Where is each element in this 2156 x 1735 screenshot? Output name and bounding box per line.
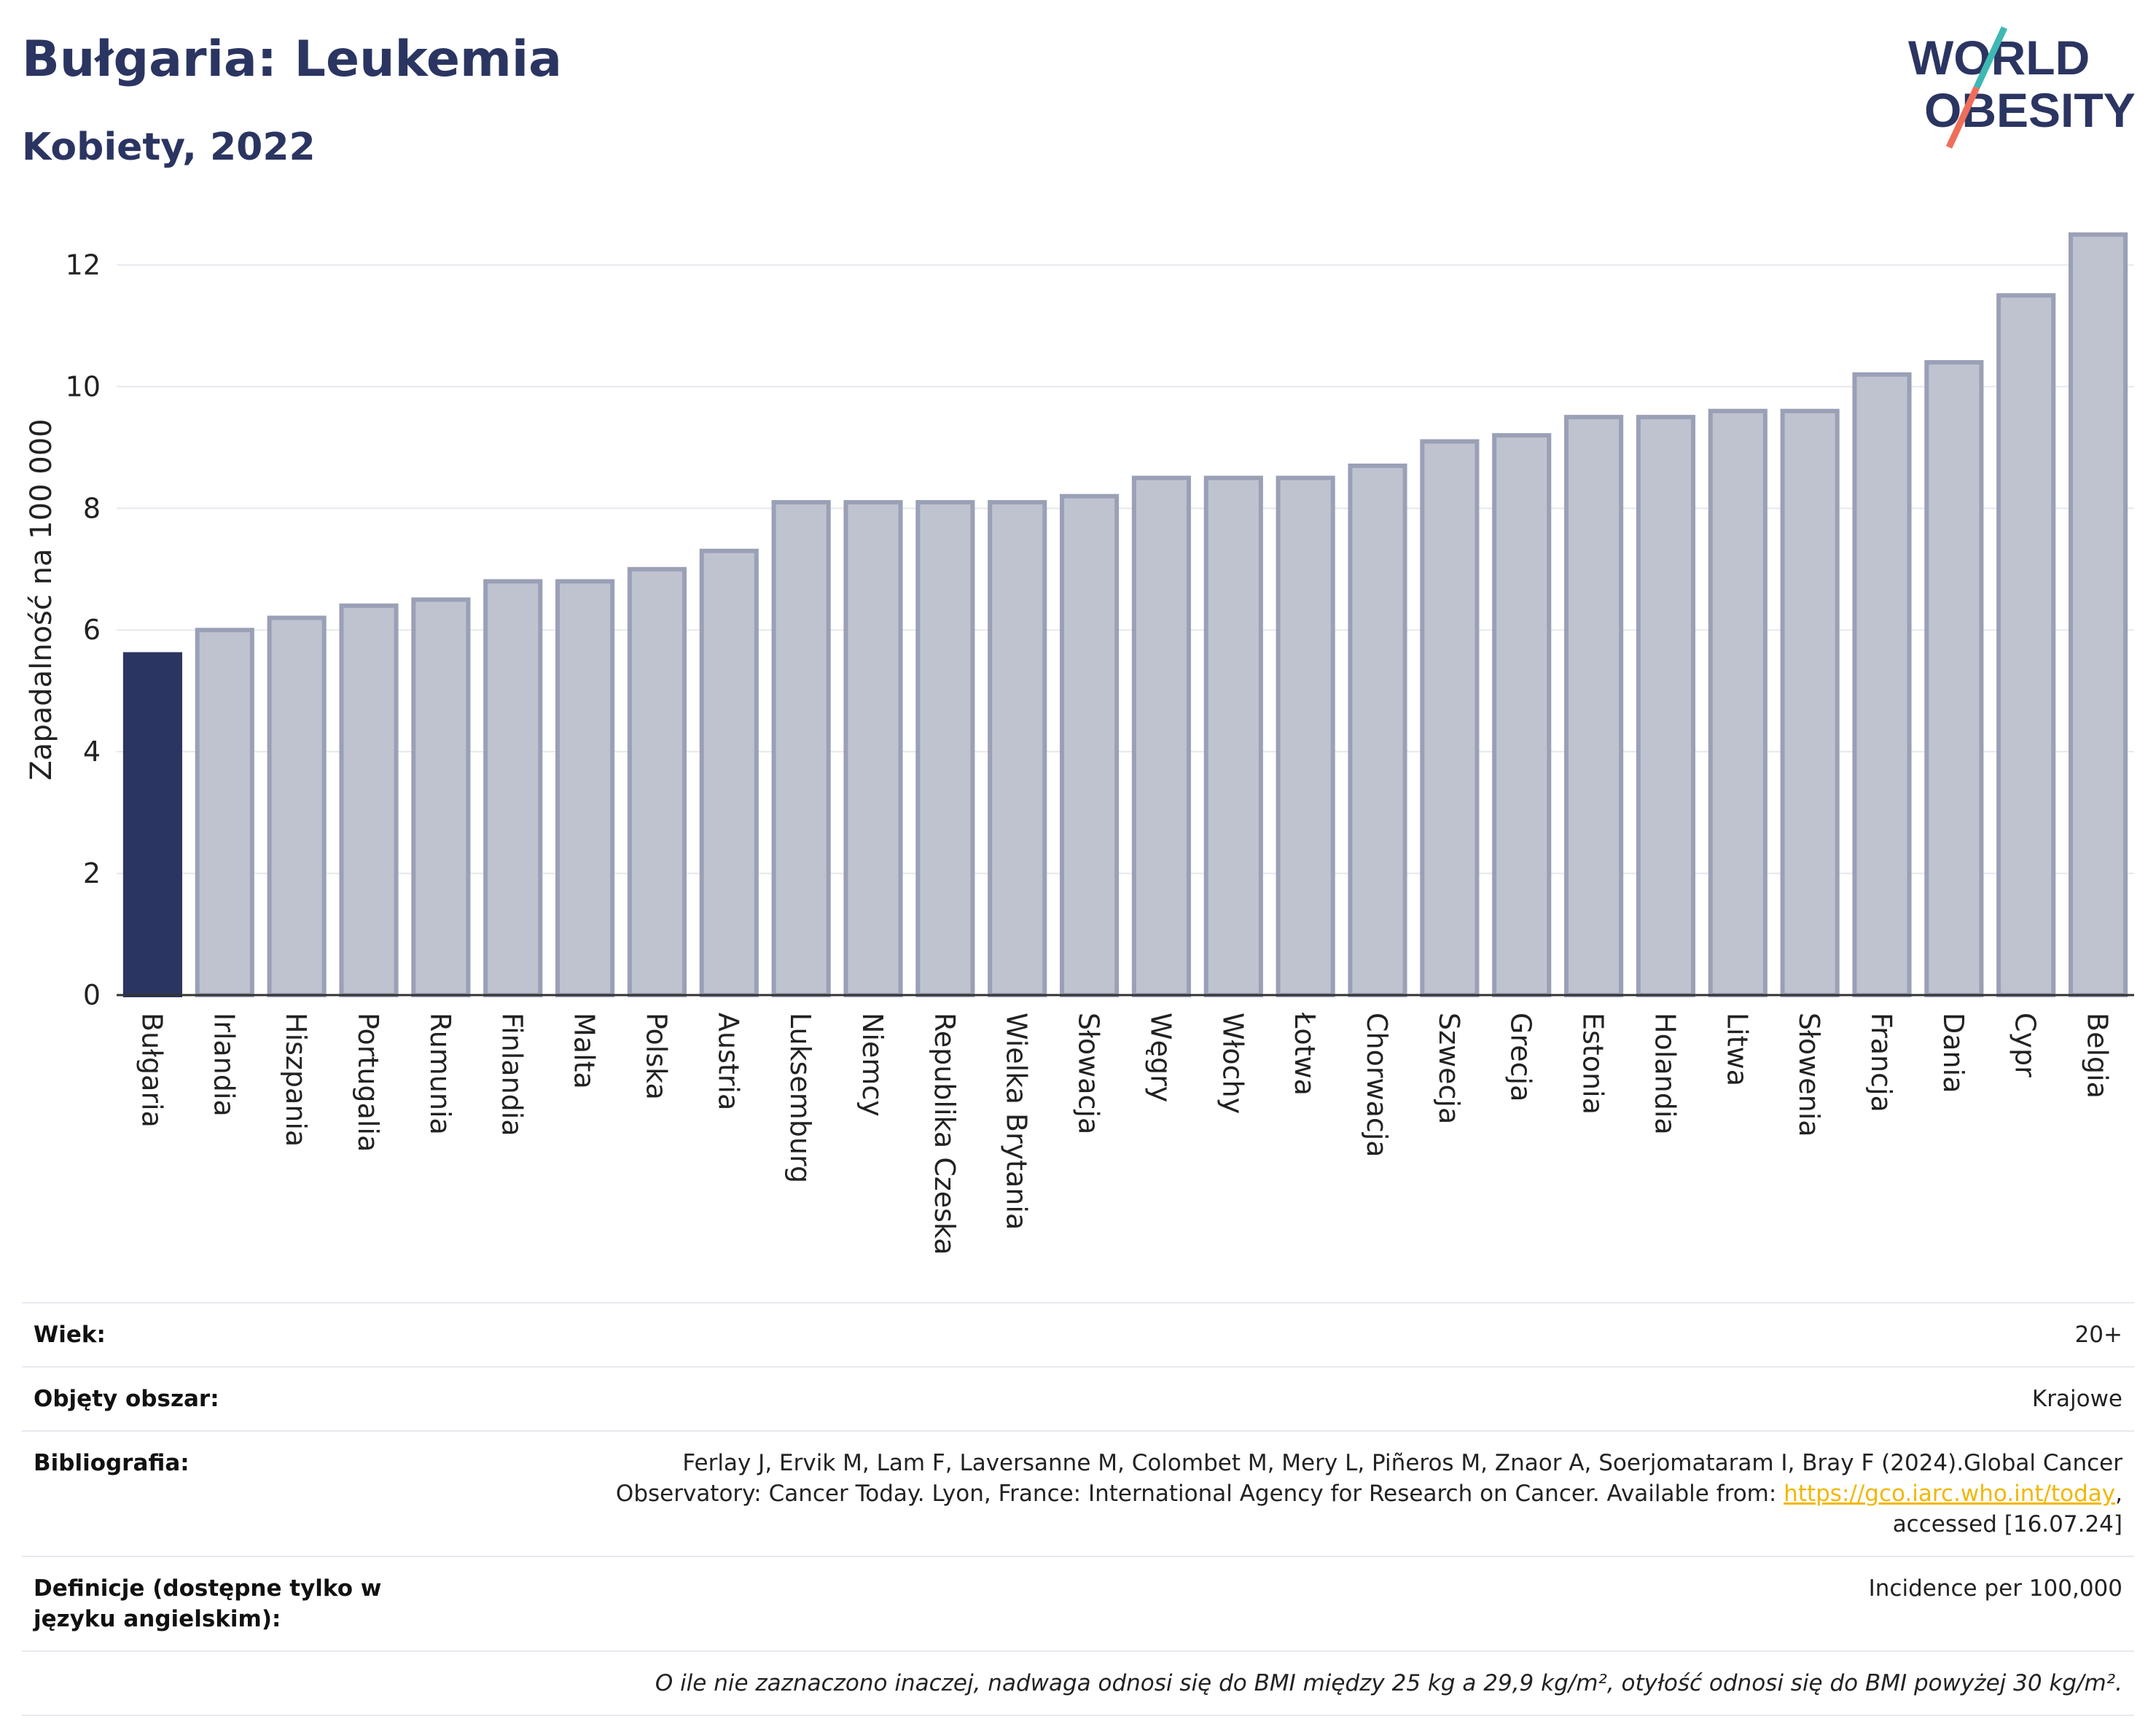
chart-subtitle: Kobiety, 2022 — [22, 125, 316, 169]
y-tick-label: 12 — [66, 249, 101, 281]
bib-line-2: Observatory: Cancer Today. Lyon, France:… — [615, 1481, 1784, 1507]
bar-Bułgaria — [122, 652, 182, 997]
logo-slash-coral — [1945, 86, 1980, 149]
bar-Austria — [699, 548, 759, 997]
x-tick-label: Estonia — [1577, 1013, 1609, 1115]
y-tick-label: 4 — [83, 736, 101, 768]
meta-age-label: Wiek: — [22, 1302, 483, 1367]
x-tick-label: Hiszpania — [280, 1013, 312, 1147]
bar-Hiszpania — [267, 615, 327, 997]
bar-Luksemburg — [771, 499, 831, 997]
meta-coverage-value: Krajowe — [483, 1366, 2134, 1431]
bib-line-1: Ferlay J, Ervik M, Lam F, Laversanne M, … — [682, 1450, 2122, 1476]
bar-Malta — [555, 579, 615, 997]
bar-chart: 0 2 4 6 8 10 12 Bułgaria Irlandia Hiszpania Portu… — [25, 232, 2134, 1255]
x-tick-label: Portugalia — [352, 1013, 384, 1152]
bar-Polska — [627, 566, 687, 997]
x-tick-label: Malta — [569, 1013, 601, 1089]
bar-Estonia — [1564, 415, 1624, 998]
bib-link[interactable]: https://gco.iarc.who.int/today — [1784, 1481, 2116, 1507]
logo-slash-teal — [1973, 26, 2008, 89]
meta-coverage-label: Objęty obszar: — [22, 1366, 483, 1431]
meta-row-coverage: Objęty obszar: Krajowe — [22, 1366, 2134, 1431]
bar-Rumunia — [411, 597, 471, 997]
bar-Holandia — [1636, 415, 1695, 998]
bar-Wielka Brytania — [988, 499, 1047, 997]
y-tick-label: 10 — [66, 370, 101, 402]
x-tick-label: Cypr — [2009, 1013, 2042, 1077]
bar-Niemcy — [843, 499, 903, 997]
bar-Irlandia — [195, 628, 254, 997]
bar-Słowacja — [1060, 494, 1120, 998]
x-tick-label: Francja — [1865, 1013, 1897, 1112]
y-tick-label: 8 — [83, 492, 101, 524]
meta-def-value: Incidence per 100,000 — [483, 1556, 2134, 1651]
x-tick-label: Łotwa — [1289, 1012, 1321, 1096]
meta-def-label: Definicje (dostępne tylko w języku angie… — [22, 1556, 483, 1651]
x-tick-label: Słowenia — [1793, 1013, 1825, 1137]
x-tick-label: Niemcy — [856, 1013, 888, 1117]
x-tick-label: Włochy — [1216, 1013, 1249, 1114]
y-axis-label: Zapadalność na 100 000 — [25, 418, 58, 780]
x-tick-label: Rumunia — [424, 1013, 456, 1135]
x-tick-label: Bułgaria — [136, 1013, 168, 1128]
x-tick-label: Słowacja — [1073, 1013, 1105, 1134]
x-tick-label: Holandia — [1649, 1013, 1681, 1135]
x-tick-label: Grecja — [1505, 1013, 1537, 1102]
bar-Włochy — [1203, 475, 1263, 998]
meta-row-note: O ile nie zaznaczono inaczej, nadwaga od… — [22, 1650, 2134, 1716]
x-tick-label: Dania — [1937, 1013, 1969, 1093]
chart-title: Bułgaria: Leukemia — [22, 31, 563, 88]
bar-Finlandia — [483, 579, 543, 997]
bar-Belgia — [2069, 232, 2128, 998]
y-tick-label: 0 — [83, 979, 101, 1011]
x-tick-label: Wielka Brytania — [1001, 1013, 1033, 1230]
x-tick-label: Polska — [640, 1013, 672, 1100]
bars — [122, 232, 2128, 998]
meta-bib-value: Ferlay J, Ervik M, Lam F, Laversanne M, … — [483, 1430, 2134, 1556]
world-obesity-logo: WORLD OBESITY — [1908, 26, 2136, 149]
x-tick-label: Republika Czeska — [929, 1013, 961, 1255]
bar-Węgry — [1131, 475, 1191, 998]
bar-Cypr — [1996, 293, 2056, 997]
x-tick-label: Austria — [712, 1013, 744, 1110]
meta-age-value: 20+ — [483, 1302, 2134, 1367]
bib-line-2-post: , — [2115, 1481, 2122, 1507]
bar-Portugalia — [339, 603, 399, 997]
meta-row-definitions: Definicje (dostępne tylko w języku angie… — [22, 1556, 2134, 1651]
bar-Chorwacja — [1348, 463, 1407, 997]
metadata-table: Wiek: 20+ Objęty obszar: Krajowe Bibliog… — [22, 1302, 2134, 1716]
bar-Łotwa — [1276, 475, 1335, 998]
x-tick-label: Chorwacja — [1361, 1013, 1393, 1158]
x-tick-labels: Bułgaria Irlandia Hiszpania Portugalia Rumun… — [136, 1012, 2113, 1255]
bar-Francja — [1852, 372, 1912, 997]
bar-Słowenia — [1780, 408, 1840, 997]
y-tick-labels: 0 2 4 6 8 10 12 — [66, 249, 101, 1011]
bar-Litwa — [1708, 408, 1768, 997]
x-tick-label: Luksemburg — [784, 1013, 816, 1183]
x-tick-label: Szwecja — [1433, 1013, 1465, 1124]
y-tick-label: 6 — [83, 614, 101, 646]
y-tick-label: 2 — [83, 857, 101, 889]
meta-row-bibliography: Bibliografia: Ferlay J, Ervik M, Lam F, … — [22, 1430, 2134, 1556]
bar-Dania — [1924, 360, 1984, 997]
x-tick-label: Węgry — [1144, 1013, 1176, 1102]
meta-row-age: Wiek: 20+ — [22, 1302, 2134, 1367]
x-tick-label: Finlandia — [496, 1013, 528, 1136]
x-tick-label: Litwa — [1721, 1013, 1753, 1086]
bar-Szwecja — [1420, 439, 1480, 997]
x-tick-label: Irlandia — [208, 1013, 240, 1117]
meta-note: O ile nie zaznaczono inaczej, nadwaga od… — [22, 1650, 2134, 1716]
x-tick-label: Belgia — [2082, 1013, 2114, 1099]
bib-line-3: accessed [16.07.24] — [1892, 1511, 2122, 1537]
bar-Republika Czeska — [915, 499, 975, 997]
meta-bib-label: Bibliografia: — [22, 1430, 483, 1556]
bar-Grecja — [1492, 433, 1552, 997]
